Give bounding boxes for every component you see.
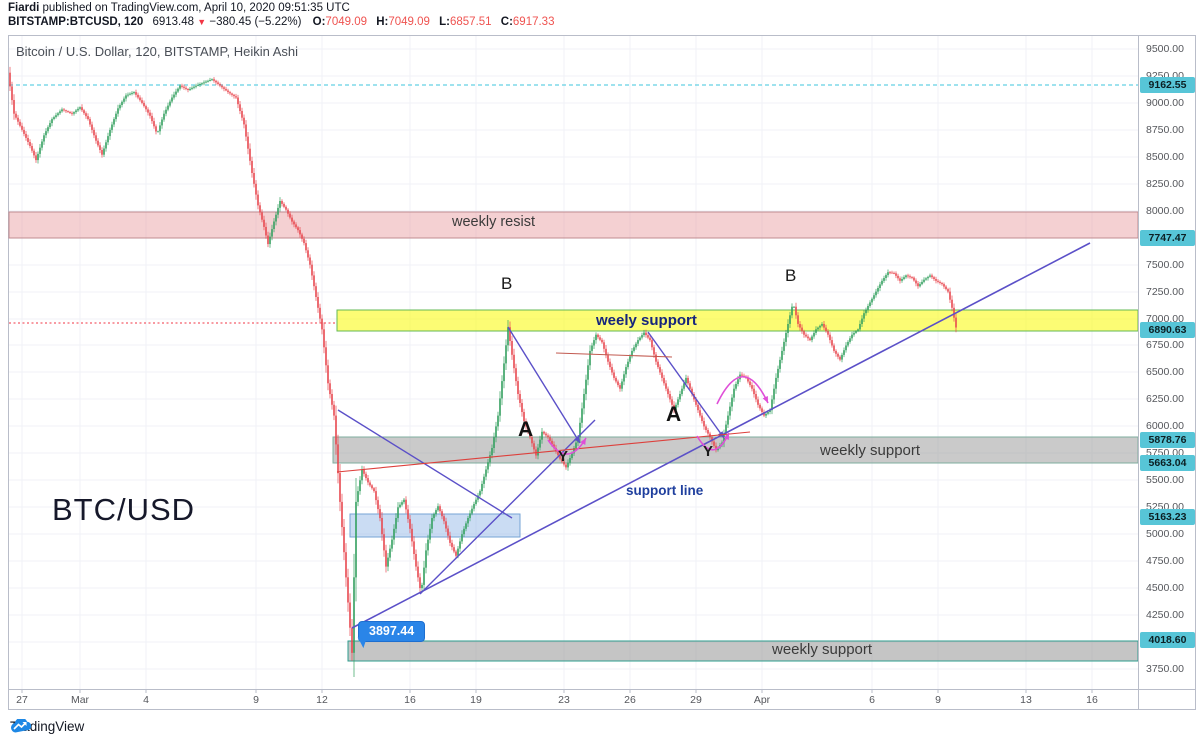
red-trendline-short[interactable] (555, 352, 673, 358)
label-weekly-support-bottom[interactable]: weekly support (772, 641, 873, 658)
high-value: 7049.09 (388, 16, 430, 28)
price-tick-label: 9500.00 (1146, 43, 1184, 55)
pattern-letter-A1[interactable]: A (518, 418, 534, 441)
time-tick-label: 9 (253, 694, 259, 706)
price-tick-label: 6750.00 (1146, 339, 1184, 351)
open-label: O: (312, 16, 326, 28)
time-tick-label: 23 (558, 694, 570, 706)
byline-text: published on TradingView.com, April 10, … (39, 2, 350, 14)
arrowhead (580, 438, 586, 445)
last-price: 6913.48 (152, 16, 195, 28)
time-tick-label: 16 (1086, 694, 1098, 706)
time-tick-label: 29 (690, 694, 702, 706)
price-tick-label: 8500.00 (1146, 151, 1184, 163)
price-tick-label: 6000.00 (1146, 420, 1184, 432)
arrowhead (574, 436, 580, 443)
time-tick-label: 16 (404, 694, 416, 706)
open-value: 7049.09 (325, 16, 367, 28)
arrowhead (723, 433, 729, 440)
price-tick-label: 3750.00 (1146, 663, 1184, 675)
label-weekly-resist[interactable]: weekly resist (452, 214, 535, 230)
highlighted-price-label: 4018.60 (1140, 632, 1195, 648)
close-value: 6917.33 (512, 16, 555, 28)
price-tick-label: 7250.00 (1146, 286, 1184, 298)
publish-byline: Fiardi published on TradingView.com, Apr… (8, 2, 350, 14)
watermark-symbol[interactable]: BTC/USD (52, 492, 196, 527)
symbol-label: BITSTAMP:BTCUSD, 120 (8, 16, 144, 28)
highlighted-price-label: 5878.76 (1140, 432, 1195, 448)
time-tick-label: Mar (70, 694, 90, 706)
highlighted-price-label: 9162.55 (1140, 77, 1195, 93)
line-B1-to-Y1[interactable] (507, 326, 581, 444)
pattern-letter-Y1[interactable]: Y (558, 448, 569, 465)
label-support-line[interactable]: support line (626, 483, 704, 498)
highlighted-price-label: 7747.47 (1140, 230, 1195, 246)
label-weely-support[interactable]: weely support (596, 312, 697, 329)
time-tick-label: 12 (316, 694, 328, 706)
level-lines (9, 84, 1138, 324)
arc-dome[interactable] (716, 375, 769, 405)
chart-legend-title[interactable]: Bitcoin / U.S. Dollar, 120, BITSTAMP, He… (16, 44, 299, 59)
price-tick-label: 4750.00 (1146, 555, 1184, 567)
price-tick-label: 4500.00 (1146, 582, 1184, 594)
time-tick-label: 4 (143, 694, 149, 706)
price-tick-label: 9000.00 (1146, 97, 1184, 109)
close-label: C: (500, 16, 513, 28)
trend-lines[interactable] (336, 242, 1091, 629)
highlighted-price-label: 6890.63 (1140, 322, 1195, 338)
label-weekly-support-mid[interactable]: weekly support (820, 442, 921, 459)
line-A2-to-Y2[interactable] (647, 331, 725, 439)
time-tick-label: 9 (935, 694, 941, 706)
heikin-ashi-candles (9, 66, 957, 677)
pattern-letter-Y2[interactable]: Y (703, 443, 714, 460)
time-tick-label: 27 (16, 694, 28, 706)
price-tick-label: 5500.00 (1146, 474, 1184, 486)
price-tick-label: 8250.00 (1146, 178, 1184, 190)
price-tick-label: 6500.00 (1146, 366, 1184, 378)
zone-bands[interactable] (8, 211, 1139, 662)
line-low-to-Y1[interactable] (419, 419, 596, 595)
weely-support-band[interactable] (336, 309, 1139, 332)
price-change: −380.45 (−5.22%) (209, 16, 302, 28)
high-label: H: (376, 16, 389, 28)
time-axis-separator (8, 689, 1196, 690)
highlighted-price-label: 5663.04 (1140, 455, 1195, 471)
weekly-support-mid-band[interactable] (332, 436, 1139, 464)
highlighted-price-label: 5163.23 (1140, 509, 1195, 525)
weekly-support-bottom-band[interactable] (347, 640, 1139, 662)
price-tick-label: 4250.00 (1146, 609, 1184, 621)
down-arrow-icon: ▼ (197, 17, 207, 27)
price-flag-3897[interactable]: 3897.44 (358, 621, 426, 642)
arrowhead (762, 396, 768, 403)
price-tick-label: 8000.00 (1146, 205, 1184, 217)
symbol-status-row: BITSTAMP:BTCUSD, 120 6913.48 ▼ −380.45 (… (8, 16, 554, 28)
low-label: L: (439, 16, 450, 28)
author-name: Fiardi (8, 2, 40, 14)
chart-frame (8, 35, 1196, 710)
price-tick-label: 5000.00 (1146, 528, 1184, 540)
price-tick-label: 7500.00 (1146, 259, 1184, 271)
time-tick-label: 26 (624, 694, 636, 706)
time-tick-label: 13 (1020, 694, 1032, 706)
tradingview-cloud-icon (11, 719, 32, 733)
time-tick-label: 6 (869, 694, 875, 706)
time-tick-label: Apr (753, 694, 771, 706)
blue-accumulation-box[interactable] (349, 513, 521, 538)
low-value: 6857.51 (449, 16, 492, 28)
grid-lines (9, 36, 1138, 689)
time-tick-label: 19 (470, 694, 482, 706)
pattern-arcs[interactable] (547, 375, 769, 455)
red-trendline-long[interactable] (336, 431, 751, 473)
price-axis-separator (1138, 35, 1139, 710)
pattern-letter-A2[interactable]: A (666, 403, 682, 426)
price-tick-label: 6250.00 (1146, 393, 1184, 405)
weekly-resist-band[interactable] (8, 211, 1139, 239)
pattern-letter-B2[interactable]: B (785, 266, 797, 285)
tradingview-logo[interactable]: TradingView (10, 719, 84, 734)
price-tick-label: 8750.00 (1146, 124, 1184, 136)
pattern-letter-B1[interactable]: B (501, 274, 513, 293)
